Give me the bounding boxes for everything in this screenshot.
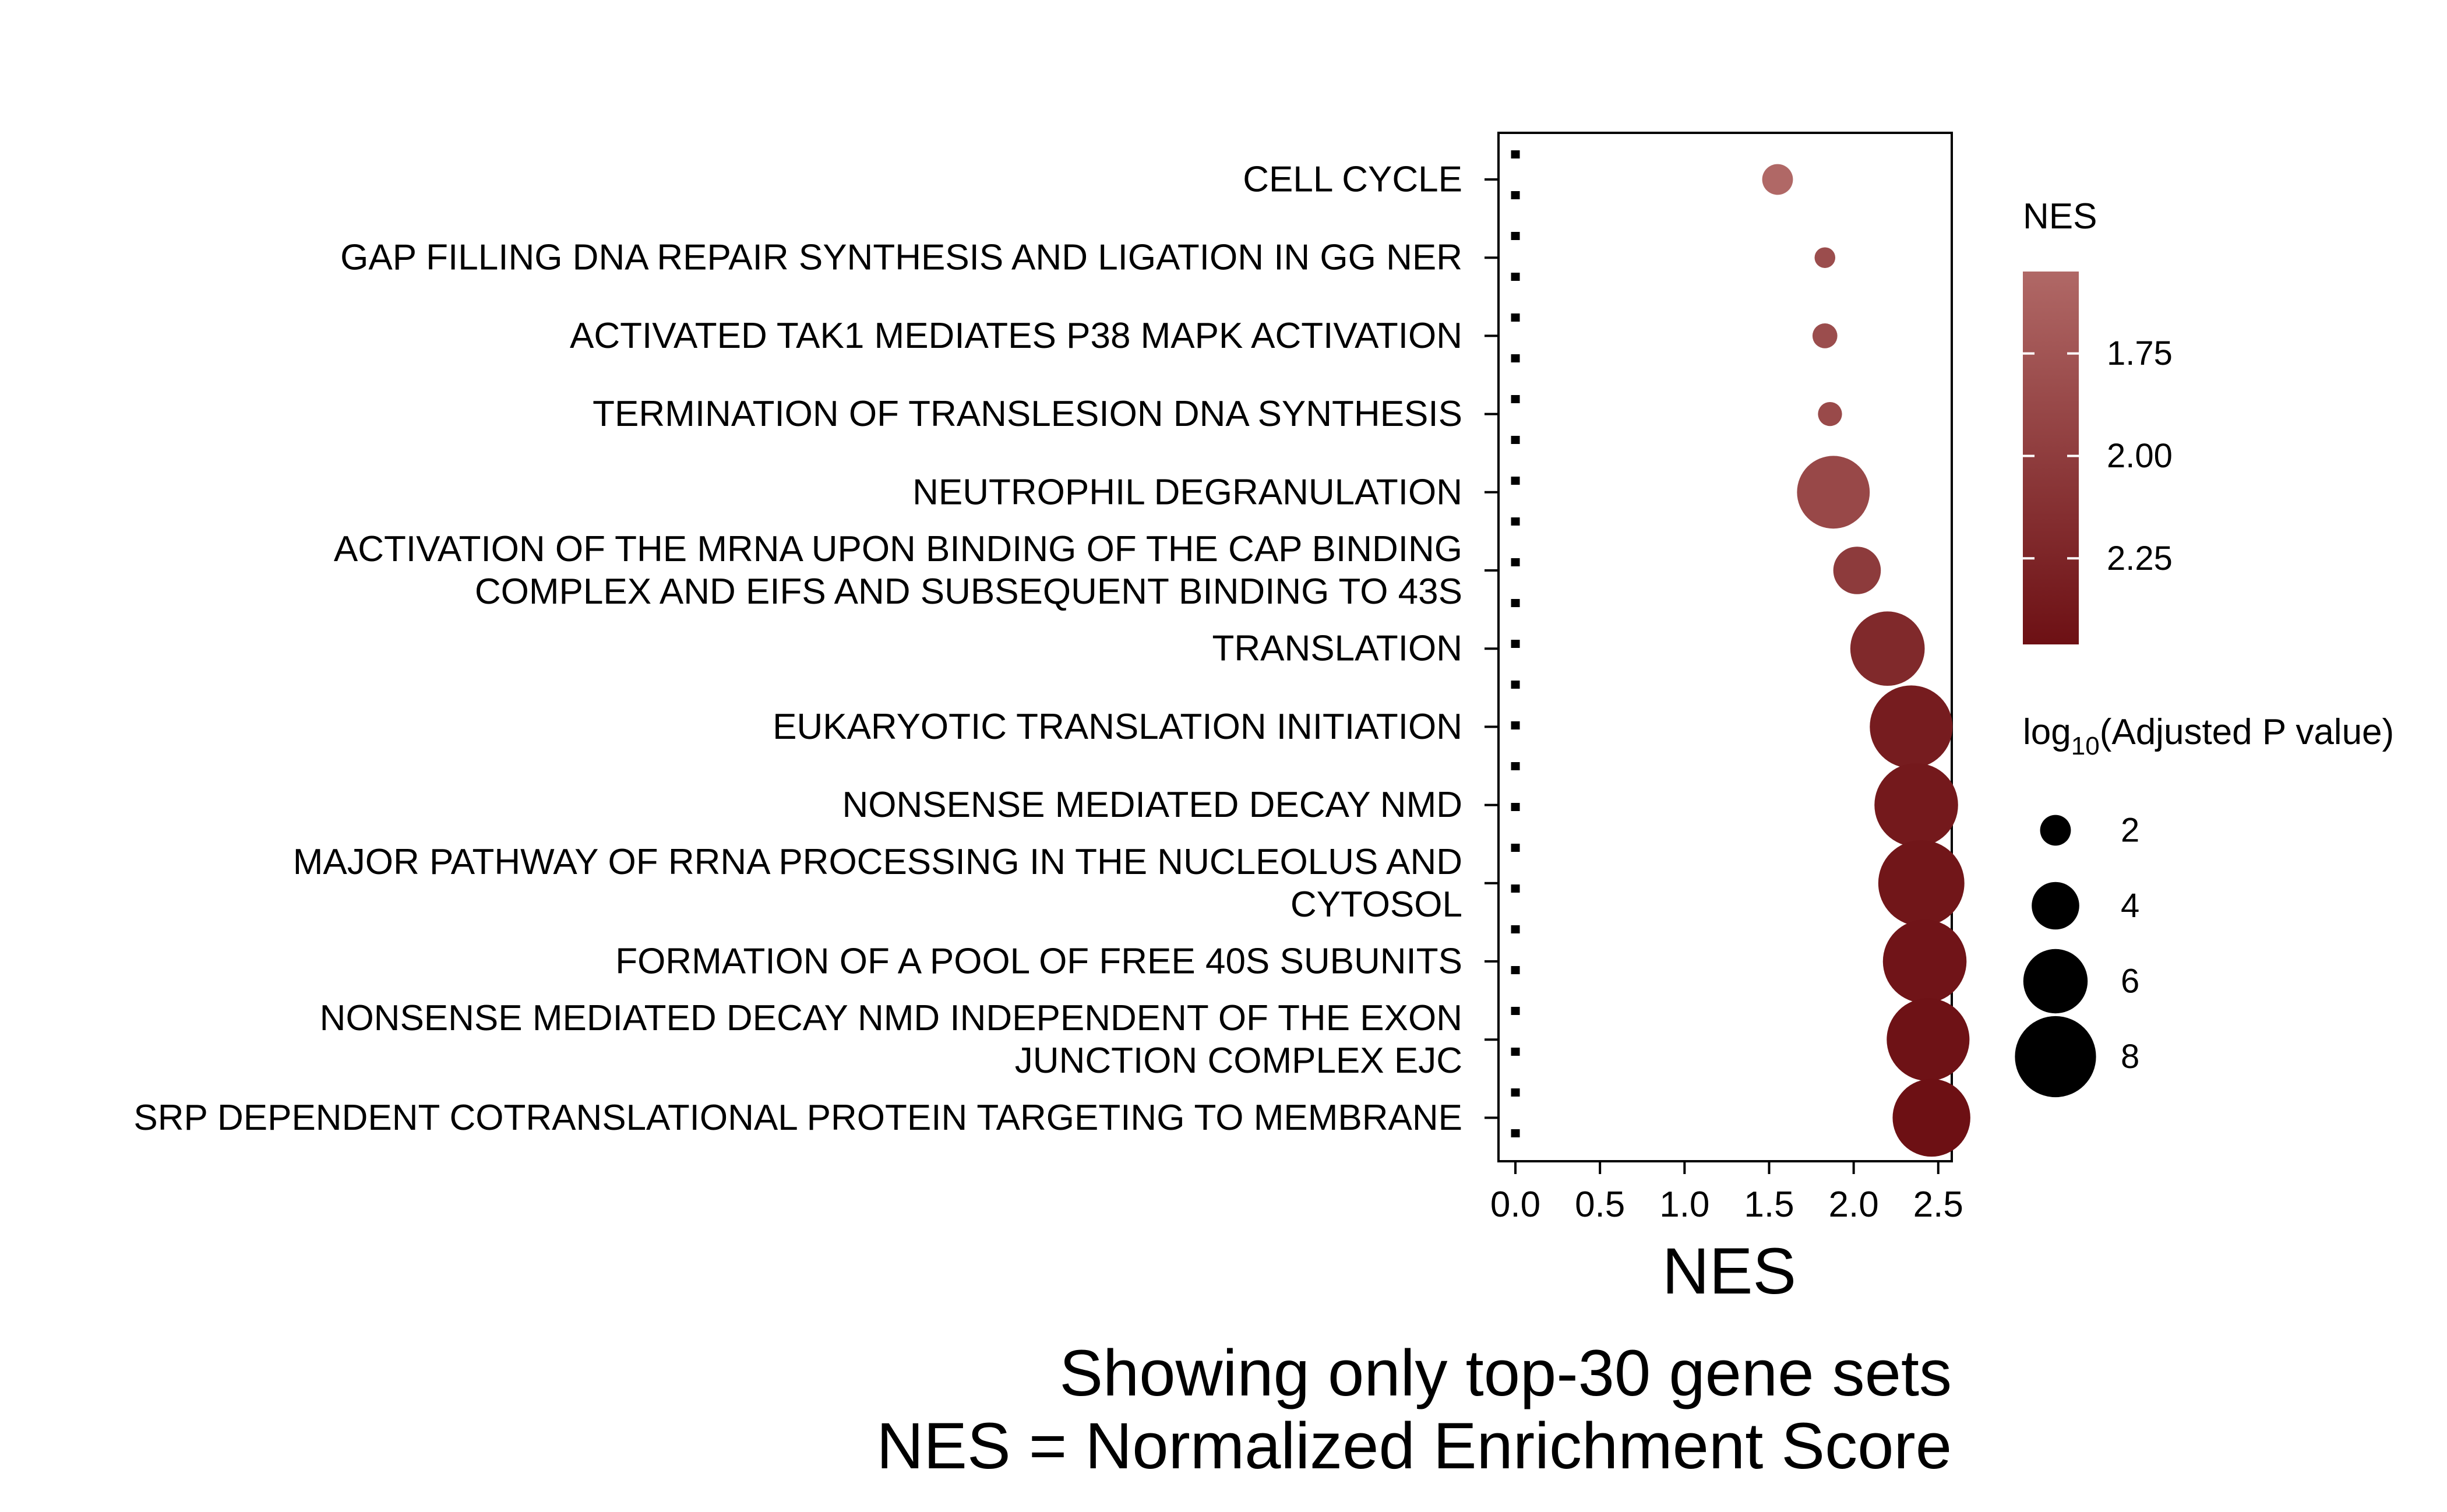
- caption-line-2: NES = Normalized Enrichment Score: [876, 1409, 1952, 1482]
- y-tick-label: NEUTROPHIL DEGRANULATION: [912, 472, 1462, 512]
- y-tick-label: SRP DEPENDENT COTRANSLATIONAL PROTEIN TA…: [133, 1098, 1462, 1138]
- colorbar-tick-label: 2.25: [2107, 540, 2173, 577]
- colorbar-tick-label: 1.75: [2107, 334, 2173, 372]
- data-point: [1882, 919, 1967, 1003]
- data-point: [1874, 763, 1958, 847]
- y-tick-label: EUKARYOTIC TRANSLATION INITIATION: [773, 707, 1462, 747]
- size-legend-dot: [2015, 1016, 2096, 1098]
- data-point: [1878, 840, 1965, 926]
- data-point: [1850, 611, 1925, 686]
- caption: Showing only top-30 gene sets NES = Norm…: [876, 1337, 1952, 1482]
- size-legend-label: 8: [2121, 1038, 2139, 1076]
- colorbar: [2023, 272, 2079, 644]
- data-point: [1797, 456, 1870, 529]
- data-point: [1762, 164, 1793, 195]
- nes-color-legend: NES 1.75 2.00 2.25: [2023, 196, 2173, 644]
- size-legend-label: 4: [2121, 887, 2139, 925]
- colorbar-tick-label: 2.00: [2107, 437, 2173, 475]
- size-legend-dot: [2040, 815, 2071, 846]
- x-tick-label: 1.5: [1744, 1185, 1794, 1225]
- color-legend-title: NES: [2023, 196, 2097, 237]
- size-legend-label: 2: [2121, 812, 2139, 850]
- y-tick-label: CELL CYCLE: [1243, 160, 1462, 200]
- y-tick-label: TRANSLATION: [1212, 629, 1462, 669]
- x-tick-label: 2.5: [1913, 1185, 1963, 1225]
- data-point: [1814, 247, 1836, 268]
- size-legend-title-suffix: (Adjusted P value): [2100, 712, 2394, 752]
- y-tick-label: NONSENSE MEDIATED DECAY NMD INDEPENDENT …: [320, 998, 1462, 1038]
- size-legend-title-subscript: 10: [2071, 732, 2100, 760]
- y-axis-labels: CELL CYCLE GAP FILLING DNA REPAIR SYNTHES…: [133, 160, 1498, 1138]
- y-tick-label: GAP FILLING DNA REPAIR SYNTHESIS AND LIG…: [340, 238, 1462, 278]
- size-legend-label: 6: [2121, 963, 2139, 1000]
- panel-border: [1497, 132, 1953, 1162]
- x-tick-label: 1.0: [1659, 1185, 1709, 1225]
- data-point: [1833, 547, 1881, 594]
- y-tick-label: CYTOSOL: [1291, 884, 1462, 925]
- x-axis: NES 0.0 0.5 1.0 1.5 2.0 2.5: [1490, 1161, 1963, 1307]
- y-tick-label: FORMATION OF A POOL OF FREE 40S SUBUNITS: [615, 942, 1462, 982]
- y-tick-label: NONSENSE MEDIATED DECAY NMD: [842, 785, 1462, 825]
- x-tick-label: 2.0: [1829, 1185, 1879, 1225]
- data-point: [1892, 1079, 1970, 1157]
- size-legend-dot: [2023, 949, 2088, 1014]
- data-point: [1818, 401, 1842, 427]
- x-axis-title: NES: [1662, 1235, 1796, 1307]
- y-tick-label: ACTIVATION OF THE MRNA UPON BINDING OF T…: [334, 529, 1462, 569]
- y-tick-label: COMPLEX AND EIFS AND SUBSEQUENT BINDING …: [475, 572, 1462, 612]
- y-tick-label: ACTIVATED TAK1 MEDIATES P38 MAPK ACTIVAT…: [570, 316, 1462, 356]
- data-point: [1812, 323, 1838, 348]
- size-legend-dot: [2032, 882, 2079, 930]
- y-tick-label: JUNCTION COMPLEX EJC: [1015, 1041, 1462, 1081]
- padj-size-legend: log10(Adjusted P value) 2 4 6 8: [2015, 712, 2394, 1098]
- y-tick-label: MAJOR PATHWAY OF RRNA PROCESSING IN THE …: [293, 842, 1462, 882]
- plot-panel: [1497, 132, 1970, 1162]
- data-point: [1870, 685, 1953, 769]
- size-legend-title-prefix: log: [2023, 712, 2071, 752]
- size-legend-title: log10(Adjusted P value): [2023, 712, 2394, 760]
- x-tick-label: 0.5: [1575, 1185, 1625, 1225]
- caption-line-1: Showing only top-30 gene sets: [1059, 1337, 1952, 1409]
- y-tick-label: TERMINATION OF TRANSLESION DNA SYNTHESIS: [593, 394, 1462, 434]
- data-point: [1887, 998, 1970, 1081]
- x-tick-label: 0.0: [1490, 1185, 1540, 1225]
